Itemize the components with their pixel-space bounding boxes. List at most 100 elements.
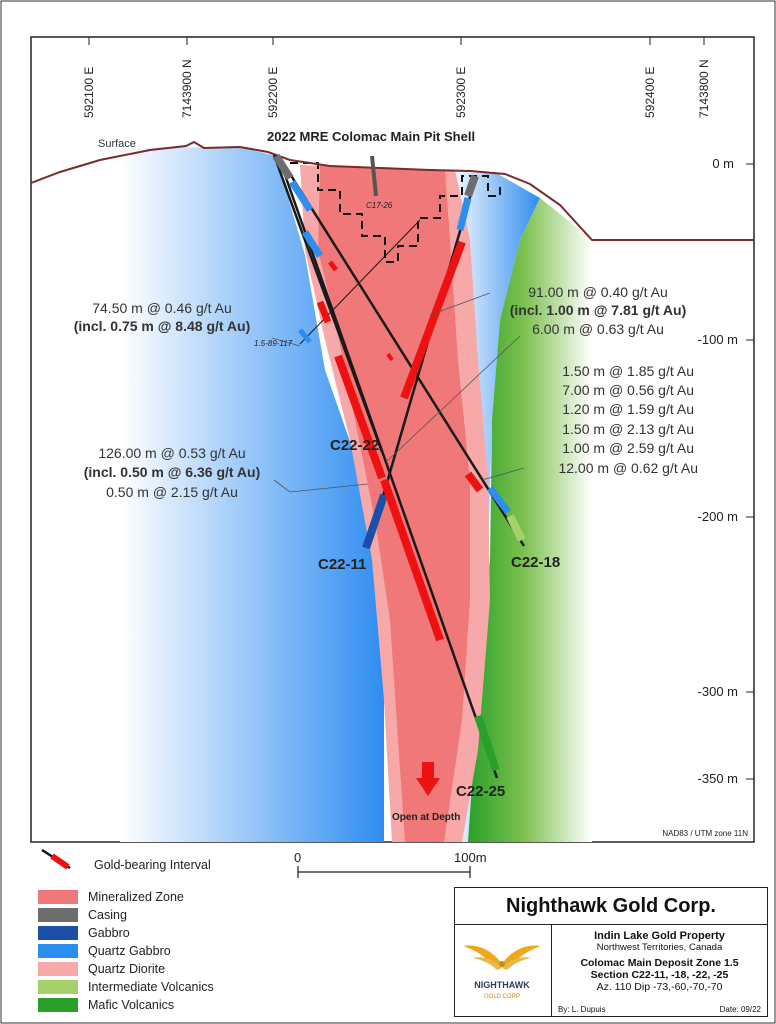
leader-lines xyxy=(271,292,525,493)
assay-text: 12.00 m @ 0.62 g/t Au xyxy=(558,460,698,476)
hole-label-c22-18: C22-18 xyxy=(511,554,560,571)
easting-label: 592300 E xyxy=(454,67,468,118)
gold-interval xyxy=(464,471,484,493)
legend-swatch xyxy=(38,962,78,976)
gold-interval-legend-symbol xyxy=(41,848,71,870)
surface-line xyxy=(30,140,754,241)
section-name: Section C22-11, -18, -22, -25 xyxy=(590,969,729,981)
datum-label: NAD83 / UTM zone 11N xyxy=(662,829,748,838)
hole-label-1589117: 1.5-89-117 xyxy=(254,339,293,348)
scale-end-label: 100m xyxy=(454,850,487,865)
company-logo: NIGHTHAWK GOLD CORP xyxy=(455,924,552,1016)
legend-item-quartz-diorite: Quartz Diorite xyxy=(38,961,165,977)
hole-label-c22-22: C22-22 xyxy=(330,437,379,454)
easting-label: 592100 E xyxy=(82,67,96,118)
gold-interval xyxy=(386,352,394,362)
legend-item-mafic-volcanics: Mafic Volcanics xyxy=(38,997,174,1013)
legend-item-casing: Casing xyxy=(38,907,127,923)
depth-label: -350 m xyxy=(698,771,738,786)
property-name: Indin Lake Gold Property xyxy=(594,930,725,942)
intermediate-volcanics-segment xyxy=(506,514,526,542)
assay-text: 126.00 m @ 0.53 g/t Au xyxy=(98,445,245,461)
legend-swatch xyxy=(38,890,78,904)
mafic-volcanics-segment xyxy=(474,714,500,772)
open-at-depth-label: Open at Depth xyxy=(392,812,460,823)
legend-label: Intermediate Volcanics xyxy=(88,980,214,994)
qgabbro-segment xyxy=(456,197,472,231)
gold-interval xyxy=(328,260,338,272)
date: Date: 09/22 xyxy=(719,1005,761,1014)
legend-item-mineralized-zone: Mineralized Zone xyxy=(38,889,184,905)
scale-bar xyxy=(297,866,471,878)
surface-label: Surface xyxy=(98,138,136,150)
qgabbro-segment xyxy=(302,230,323,258)
assay-text: 1.50 m @ 2.13 g/t Au xyxy=(562,421,694,437)
hawk-wings-icon: NIGHTHAWK GOLD CORP xyxy=(463,945,541,1000)
legend-swatch xyxy=(38,926,78,940)
drill-hole-c22-18 xyxy=(278,157,526,547)
deposit-name: Colomac Main Deposit Zone 1.5 xyxy=(580,957,739,969)
assay-text: 1.00 m @ 2.59 g/t Au xyxy=(562,440,694,456)
pit-shell xyxy=(290,162,501,263)
assay-text: 1.50 m @ 1.85 g/t Au xyxy=(562,363,694,379)
top-ticks xyxy=(88,37,705,45)
casing-segment xyxy=(464,174,479,198)
logo-sub: GOLD CORP xyxy=(484,994,520,1000)
company-name: Nighthawk Gold Corp. xyxy=(455,888,767,925)
casing-segment xyxy=(272,153,294,181)
easting-label: 7143800 N xyxy=(697,59,711,118)
legend-label: Gabbro xyxy=(88,926,130,940)
gold-interval xyxy=(334,354,386,480)
gold-interval xyxy=(400,240,466,400)
easting-label: 592200 E xyxy=(266,67,280,118)
hole-label-c17-26: C17-26 xyxy=(366,201,393,210)
legend-item-gabbro: Gabbro xyxy=(38,925,130,941)
easting-label: 7143900 N xyxy=(180,59,194,118)
assay-text: (incl. 0.50 m @ 6.36 g/t Au) xyxy=(84,464,261,480)
gold-interval xyxy=(380,478,444,642)
location: Northwest Territories, Canada xyxy=(596,942,723,953)
annotation-right-list: 1.50 m @ 1.85 g/t Au 7.00 m @ 0.56 g/t A… xyxy=(558,363,698,476)
author: By: L. Dupuis xyxy=(558,1005,606,1014)
logo-name: NIGHTHAWK xyxy=(474,980,530,990)
azimuth-dip: Az. 110 Dip -73,-60,-70,-70 xyxy=(596,981,723,993)
assay-text: 6.00 m @ 0.63 g/t Au xyxy=(532,321,664,337)
depth-ticks xyxy=(746,163,754,780)
hole-label-c22-25: C22-25 xyxy=(456,783,505,800)
depth-label: -300 m xyxy=(698,684,738,699)
drill-hole-c17-26 xyxy=(370,155,378,197)
easting-labels: 592100 E 7143900 N 592200 E 592300 E 592… xyxy=(82,59,711,118)
legend-label: Casing xyxy=(88,908,127,922)
legend-item-intermediate-volcanics: Intermediate Volcanics xyxy=(38,979,214,995)
qgabbro-segment xyxy=(487,485,511,515)
legend-swatch xyxy=(38,944,78,958)
legend-label: Mineralized Zone xyxy=(88,890,184,904)
easting-label: 592400 E xyxy=(643,67,657,118)
legend-label: Mafic Volcanics xyxy=(88,998,175,1012)
legend-label: Quartz Diorite xyxy=(88,962,166,976)
title-block: Nighthawk Gold Corp. NIGHTHAWK GOLD CORP… xyxy=(454,887,768,1017)
assay-text: (incl. 1.00 m @ 7.81 g/t Au) xyxy=(510,302,687,318)
legend-swatch xyxy=(38,908,78,922)
qgabbro-segment xyxy=(289,180,313,212)
gold-interval-legend-label: Gold-bearing Interval xyxy=(94,858,211,872)
title-info: Indin Lake Gold Property Northwest Terri… xyxy=(552,924,767,1016)
depth-label: 0 m xyxy=(712,156,734,171)
gabbro-segment xyxy=(362,493,388,550)
assay-text: 0.50 m @ 2.15 g/t Au xyxy=(106,484,238,500)
gold-interval xyxy=(316,300,332,324)
qgabbro-segment xyxy=(298,328,312,344)
annotation-left-lower: 126.00 m @ 0.53 g/t Au (incl. 0.50 m @ 6… xyxy=(84,445,261,500)
legend-swatch xyxy=(38,980,78,994)
legend-label: Quartz Gabbro xyxy=(88,944,171,958)
pit-shell-title: 2022 MRE Colomac Main Pit Shell xyxy=(267,129,475,144)
drill-hole-c22-25 xyxy=(276,154,499,779)
assay-text: 74.50 m @ 0.46 g/t Au xyxy=(92,300,232,316)
depth-label: -100 m xyxy=(698,332,738,347)
mafic-volcanics xyxy=(468,198,592,842)
open-at-depth-arrow xyxy=(416,762,440,796)
scale-start-label: 0 xyxy=(294,850,301,865)
assay-text: 91.00 m @ 0.40 g/t Au xyxy=(528,284,668,300)
